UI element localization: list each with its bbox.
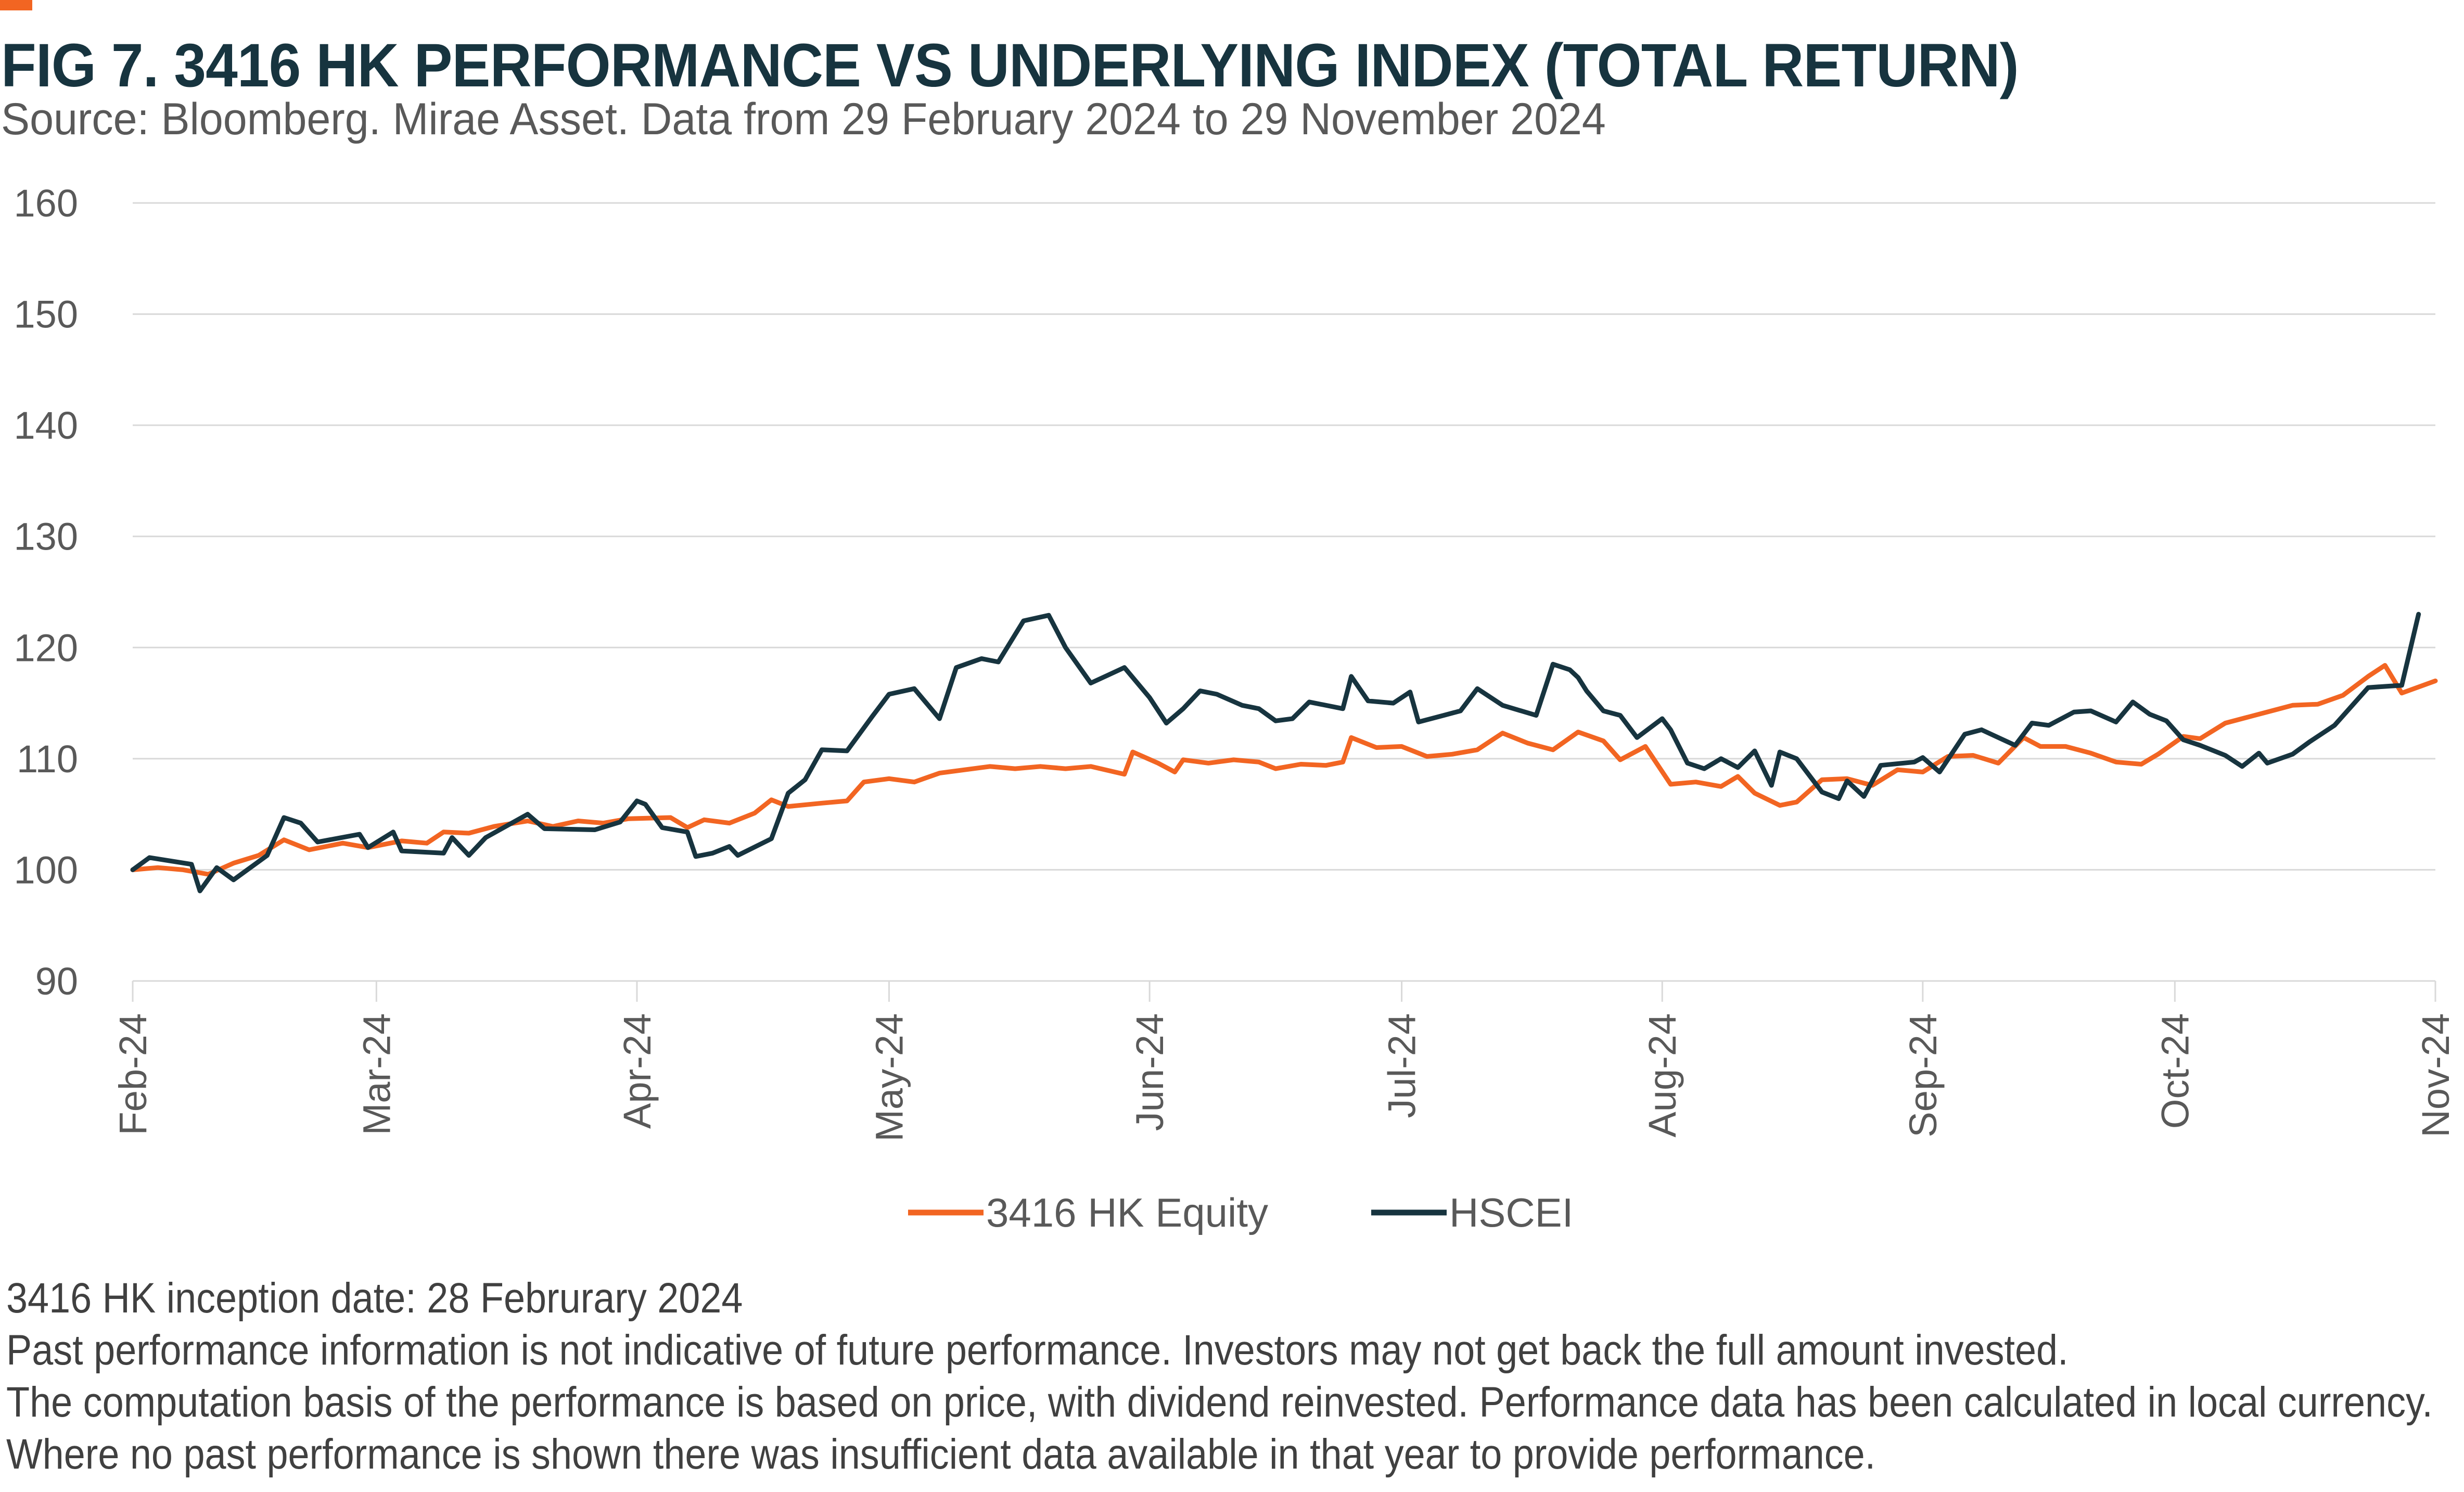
legend: 3416 HK Equity HSCEI xyxy=(908,1190,1573,1235)
y-tick-label: 150 xyxy=(14,293,78,336)
y-tick-label: 90 xyxy=(35,960,78,1003)
y-tick-label: 120 xyxy=(14,626,78,669)
series-line xyxy=(130,663,2438,877)
footnote-line: 3416 HK inception date: 28 Februrary 202… xyxy=(6,1274,743,1322)
gridlines xyxy=(133,202,2435,982)
chart-title: FIG 7. 3416 HK PERFORMANCE VS UNDERLYING… xyxy=(1,31,2019,100)
y-axis-ticks: 90 100 110 120 130 140 150 160 xyxy=(14,182,78,1003)
y-tick-label: 100 xyxy=(14,848,78,891)
x-tick-label: May-24 xyxy=(867,1013,911,1142)
x-tick-label: Sep-24 xyxy=(1901,1013,1945,1138)
footnote-line: Past performance information is not indi… xyxy=(6,1327,2069,1374)
footnote-line: Where no past performance is shown there… xyxy=(6,1431,1876,1478)
legend-label: 3416 HK Equity xyxy=(986,1190,1268,1235)
series-lines xyxy=(130,611,2438,894)
series-line xyxy=(130,611,2421,894)
accent-bar xyxy=(0,0,32,10)
x-tick-label: Nov-24 xyxy=(2414,1013,2457,1138)
footnote-line: The computation basis of the performance… xyxy=(6,1379,2433,1426)
x-tick-label: Oct-24 xyxy=(2153,1013,2197,1129)
x-tick-label: Mar-24 xyxy=(355,1013,398,1135)
x-tick-label: Feb-24 xyxy=(111,1013,155,1135)
legend-label: HSCEI xyxy=(1449,1190,1573,1235)
x-tick-label: Aug-24 xyxy=(1641,1013,1684,1138)
x-tick-label: Jul-24 xyxy=(1381,1013,1424,1118)
y-tick-label: 110 xyxy=(17,737,78,781)
x-tick-label: Jun-24 xyxy=(1128,1013,1171,1131)
footnotes: 3416 HK inception date: 28 Februrary 202… xyxy=(6,1272,2464,1481)
y-tick-label: 140 xyxy=(14,404,78,447)
y-tick-label: 160 xyxy=(14,182,78,225)
y-tick-label: 130 xyxy=(14,515,78,558)
chart-subtitle: Source: Bloomberg. Mirae Asset. Data fro… xyxy=(1,94,1606,144)
x-tick-label: Apr-24 xyxy=(616,1013,659,1129)
x-axis-ticks: Feb-24 Mar-24 Apr-24 May-24 Jun-24 Jul-24 Aug-… xyxy=(111,981,2457,1142)
